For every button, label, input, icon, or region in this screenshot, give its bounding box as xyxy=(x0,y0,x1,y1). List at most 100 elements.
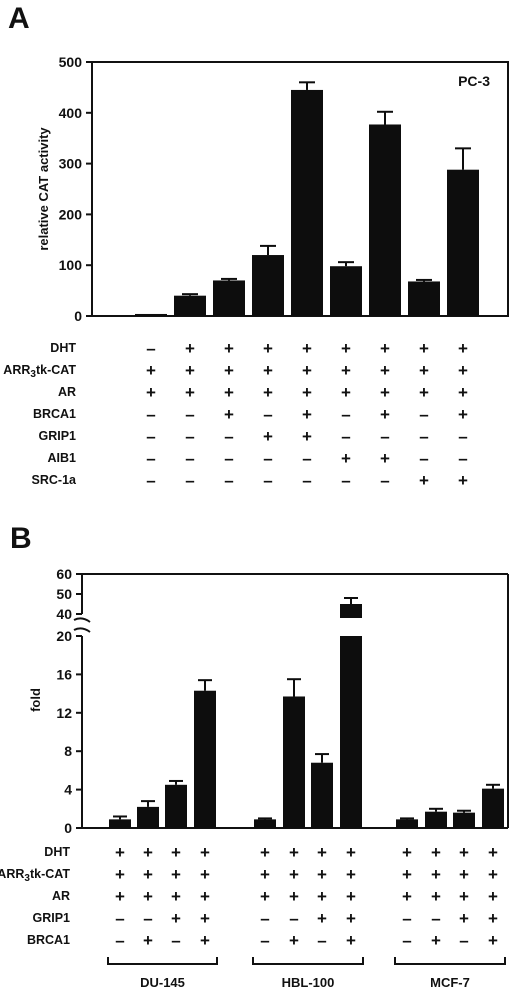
condition-sign: – xyxy=(224,449,233,468)
axis-break-mark xyxy=(73,617,91,623)
condition-sign: + xyxy=(431,887,441,906)
condition-sign: + xyxy=(317,909,327,928)
condition-sign: + xyxy=(459,843,469,862)
condition-sign: + xyxy=(289,931,299,950)
condition-sign: + xyxy=(380,405,390,424)
condition-sign: – xyxy=(263,405,272,424)
condition-sign: + xyxy=(185,339,195,358)
condition-sign: + xyxy=(171,887,181,906)
condition-sign: + xyxy=(346,843,356,862)
condition-sign: + xyxy=(458,405,468,424)
y-tick-label: 60 xyxy=(56,566,72,582)
condition-sign: + xyxy=(143,887,153,906)
condition-sign: – xyxy=(146,405,155,424)
condition-sign: + xyxy=(402,865,412,884)
condition-sign: + xyxy=(263,427,273,446)
panel-a-chart: 0 100 200 300 400 500 relative CAT activity PC-… xyxy=(3,54,509,490)
condition-sign: + xyxy=(341,339,351,358)
y-axis-label: relative CAT activity xyxy=(36,127,51,251)
condition-sign: + xyxy=(346,931,356,950)
y-axis-label: fold xyxy=(28,688,43,712)
group-label: MCF-7 xyxy=(430,975,470,990)
bar xyxy=(330,266,362,316)
y-tick-label: 40 xyxy=(56,606,72,622)
condition-sign: – xyxy=(171,931,180,950)
condition-sign: + xyxy=(146,361,156,380)
condition-sign: + xyxy=(302,339,312,358)
condition-sign: – xyxy=(419,427,428,446)
condition-sign: – xyxy=(146,427,155,446)
condition-sign: + xyxy=(346,887,356,906)
condition-sign: + xyxy=(380,383,390,402)
condition-sign: – xyxy=(263,449,272,468)
condition-sign: + xyxy=(224,339,234,358)
condition-sign: + xyxy=(185,361,195,380)
group-label: DU-145 xyxy=(140,975,185,990)
y-tick-label: 16 xyxy=(56,666,72,682)
bar xyxy=(291,89,323,316)
bar xyxy=(408,281,440,316)
bar xyxy=(135,313,167,316)
condition-sign: – xyxy=(185,405,194,424)
group-bracket xyxy=(394,957,506,965)
group-bracket xyxy=(107,957,218,965)
condition-sign: – xyxy=(185,427,194,446)
condition-sign: – xyxy=(224,471,233,490)
bar xyxy=(252,255,284,316)
condition-sign: + xyxy=(263,383,273,402)
y-tick-label: 0 xyxy=(74,308,82,324)
bar xyxy=(340,636,362,828)
condition-sign: + xyxy=(488,865,498,884)
condition-sign: + xyxy=(317,887,327,906)
condition-sign: – xyxy=(402,931,411,950)
condition-sign: + xyxy=(431,931,441,950)
condition-sign: + xyxy=(302,405,312,424)
condition-sign: – xyxy=(289,909,298,928)
condition-sign: + xyxy=(200,865,210,884)
condition-sign: + xyxy=(224,361,234,380)
bar xyxy=(453,812,475,828)
condition-sign: + xyxy=(289,887,299,906)
condition-sign: + xyxy=(260,843,270,862)
condition-sign: + xyxy=(488,843,498,862)
condition-sign: + xyxy=(263,361,273,380)
bar xyxy=(396,819,418,828)
panel-b-chart: 0 4 8 12 16 20 40 50 60 fold DHT + + + + + + + + + + + + ARR3tk… xyxy=(0,566,509,990)
condition-sign: – xyxy=(419,405,428,424)
condition-sign: + xyxy=(171,865,181,884)
y-tick-label: 500 xyxy=(59,54,83,70)
condition-sign: + xyxy=(488,887,498,906)
condition-sign: + xyxy=(402,887,412,906)
bar xyxy=(109,819,131,828)
bar xyxy=(165,784,187,828)
panel-letter-b: B xyxy=(10,522,32,555)
condition-sign: + xyxy=(419,361,429,380)
condition-sign: – xyxy=(459,931,468,950)
y-tick-label: 0 xyxy=(64,820,72,836)
bar xyxy=(447,169,479,316)
condition-sign: + xyxy=(302,361,312,380)
y-tick-label: 8 xyxy=(64,743,72,759)
condition-sign: + xyxy=(289,865,299,884)
bar xyxy=(482,788,504,828)
y-tick-label: 200 xyxy=(59,206,83,222)
condition-sign: + xyxy=(143,865,153,884)
condition-sign: + xyxy=(171,843,181,862)
condition-sign: – xyxy=(260,909,269,928)
condition-sign: – xyxy=(317,931,326,950)
condition-sign: – xyxy=(341,471,350,490)
condition-sign: – xyxy=(302,471,311,490)
condition-sign: + xyxy=(419,383,429,402)
condition-sign: + xyxy=(380,449,390,468)
condition-sign: – xyxy=(185,449,194,468)
condition-sign: – xyxy=(341,427,350,446)
bar xyxy=(425,811,447,828)
bar xyxy=(213,280,245,316)
condition-sign: + xyxy=(115,843,125,862)
condition-sign: + xyxy=(224,383,234,402)
condition-sign: + xyxy=(224,405,234,424)
condition-sign: + xyxy=(200,909,210,928)
bar xyxy=(283,696,305,828)
condition-sign: + xyxy=(459,887,469,906)
